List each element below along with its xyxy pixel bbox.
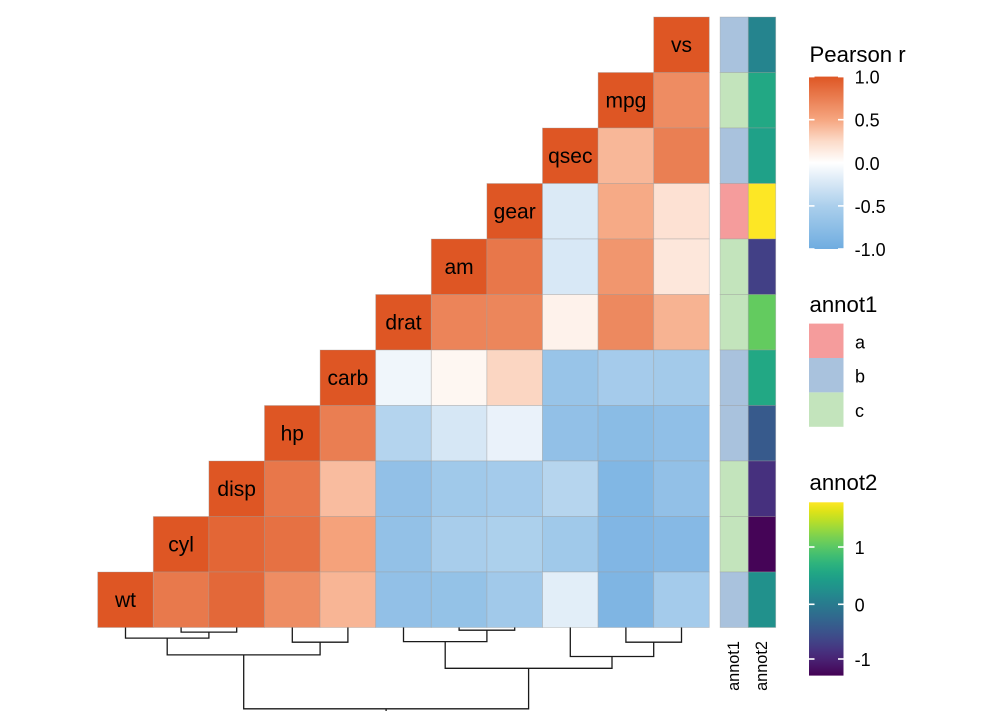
svg-text:0.5: 0.5	[855, 111, 880, 131]
svg-text:mpg: mpg	[605, 90, 646, 113]
svg-text:vs: vs	[671, 34, 692, 57]
svg-text:carb: carb	[327, 367, 368, 390]
svg-text:1: 1	[855, 538, 865, 558]
svg-text:0.0: 0.0	[855, 154, 880, 174]
svg-text:1.0: 1.0	[855, 68, 880, 88]
svg-text:hp: hp	[281, 423, 304, 446]
svg-text:disp: disp	[217, 478, 256, 501]
svg-text:drat: drat	[385, 312, 421, 335]
svg-text:-1: -1	[855, 650, 871, 670]
svg-text:annot2: annot2	[753, 641, 771, 691]
svg-text:annot2: annot2	[810, 470, 878, 495]
svg-text:b: b	[855, 367, 865, 387]
svg-text:annot1: annot1	[725, 641, 743, 691]
svg-text:0: 0	[855, 595, 865, 615]
svg-text:Pearson r: Pearson r	[810, 42, 907, 67]
svg-text:cyl: cyl	[168, 534, 194, 557]
svg-text:-1.0: -1.0	[855, 240, 886, 260]
svg-text:am: am	[445, 256, 474, 279]
svg-text:c: c	[855, 401, 864, 421]
svg-text:a: a	[855, 332, 866, 352]
svg-text:annot1: annot1	[810, 292, 878, 317]
svg-text:wt: wt	[114, 589, 136, 612]
svg-text:-0.5: -0.5	[855, 197, 886, 217]
svg-text:gear: gear	[494, 201, 536, 224]
svg-text:qsec: qsec	[548, 145, 592, 168]
